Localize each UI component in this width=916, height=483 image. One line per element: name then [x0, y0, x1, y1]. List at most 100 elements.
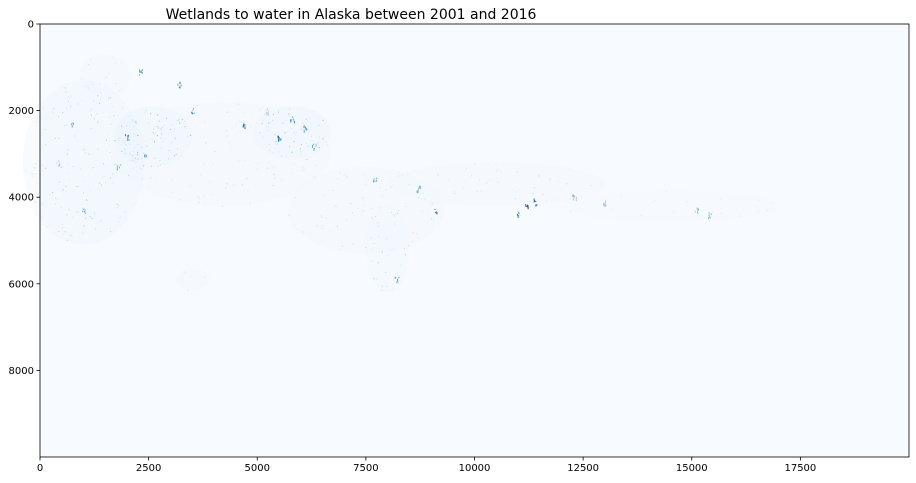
heatmap-cell: [33, 200, 35, 202]
heatmap-cell: [33, 194, 35, 196]
heatmap-cell: [697, 212, 699, 214]
heatmap-cell: [267, 167, 269, 169]
heatmap-cell: [527, 205, 529, 209]
heatmap-cell: [295, 197, 297, 199]
heatmap-cell: [295, 134, 297, 136]
heatmap-cell: [337, 178, 339, 180]
heatmap-cell: [25, 170, 27, 172]
heatmap-cell: [398, 277, 400, 279]
heatmap-cell: [575, 196, 577, 200]
heatmap-cell: [120, 164, 122, 166]
heatmap-cell: [249, 202, 251, 204]
heatmap-cell: [141, 158, 143, 160]
heatmap-cell: [174, 155, 176, 157]
heatmap-cell: [107, 134, 109, 136]
heatmap-cell: [116, 207, 118, 209]
heatmap-cell: [433, 218, 435, 220]
heatmap-cell: [372, 218, 374, 220]
heatmap-cell: [305, 118, 307, 120]
heatmap-cell: [226, 183, 228, 185]
heatmap-cell: [110, 123, 112, 125]
heatmap-cell: [273, 173, 275, 175]
heatmap-cell: [435, 211, 437, 214]
heatmap-cell: [143, 152, 145, 154]
heatmap-cell: [412, 240, 413, 242]
heatmap-cell: [129, 143, 131, 145]
heatmap-cell: [603, 202, 605, 206]
heatmap-cell: [395, 277, 397, 279]
heatmap-cell: [278, 111, 280, 113]
heatmap-cell: [246, 178, 248, 179]
heatmap-cell: [282, 170, 284, 172]
heatmap-cell: [416, 190, 418, 193]
heatmap-hotspot: [139, 69, 143, 76]
heatmap-cell: [64, 231, 66, 233]
heatmap-cell: [382, 252, 383, 253]
heatmap-cell: [518, 212, 520, 215]
heatmap-cell: [108, 97, 110, 99]
heatmap-cell: [387, 254, 389, 256]
heatmap-cell: [70, 95, 72, 97]
heatmap-cell: [267, 129, 269, 131]
heatmap-cell: [241, 184, 243, 186]
heatmap-cell: [386, 285, 388, 287]
heatmap-cell: [259, 132, 261, 134]
heatmap-cell: [109, 152, 111, 154]
heatmap-cell: [111, 183, 113, 185]
heatmap-cell: [203, 276, 205, 278]
heatmap-cell: [86, 198, 88, 200]
heatmap-cell: [74, 135, 76, 137]
heatmap-cell: [290, 119, 292, 121]
heatmap-cell: [121, 151, 123, 152]
heatmap-cell: [291, 172, 293, 174]
heatmap-cell: [152, 128, 154, 130]
heatmap-cell: [106, 150, 107, 152]
heatmap-cell: [150, 177, 152, 179]
heatmap-cell: [709, 216, 711, 219]
heatmap-cell: [68, 178, 70, 180]
heatmap-cell: [205, 142, 207, 144]
heatmap-cell: [305, 128, 307, 130]
heatmap-cell: [373, 278, 375, 280]
heatmap-cell: [337, 226, 338, 228]
heatmap-cell: [135, 122, 137, 124]
heatmap-hotspot: [572, 194, 577, 202]
heatmap-cell: [532, 193, 534, 194]
heatmap-cell: [332, 189, 334, 191]
heatmap-cell: [275, 141, 277, 143]
heatmap-cell: [84, 212, 86, 214]
heatmap-cell: [273, 166, 275, 168]
heatmap-cell: [179, 122, 181, 124]
heatmap-cell: [71, 236, 73, 238]
heatmap-cell: [62, 233, 64, 235]
heatmap-cell: [394, 276, 396, 279]
heatmap-cell: [156, 114, 158, 116]
heatmap-cell: [177, 83, 179, 86]
heatmap-cell: [184, 126, 186, 128]
heatmap-cell: [262, 107, 263, 109]
heatmap-cell: [94, 160, 96, 162]
heatmap-cell: [154, 179, 156, 181]
heatmap-cell: [44, 129, 46, 131]
heatmap-cell: [32, 175, 34, 177]
heatmap-cell: [292, 116, 294, 118]
heatmap-cell: [225, 130, 227, 132]
y-tick-label: 2000: [9, 106, 34, 117]
heatmap-cell: [314, 143, 316, 145]
x-tick-label: 10000: [459, 463, 491, 474]
heatmap-cell: [385, 238, 387, 240]
heatmap-cell: [766, 209, 768, 211]
heatmap-cell: [371, 217, 373, 219]
heatmap-cell: [55, 94, 57, 96]
heatmap-cell: [393, 249, 395, 251]
heatmap-cell: [90, 127, 92, 129]
heatmap-cell: [557, 180, 559, 182]
heatmap-cell: [106, 139, 107, 141]
heatmap-cell: [123, 142, 125, 144]
heatmap-cell: [44, 117, 46, 119]
heatmap-cell: [134, 162, 136, 164]
heatmap-cell: [242, 125, 244, 128]
heatmap-cell: [431, 202, 433, 204]
heatmap-cell: [375, 278, 377, 280]
heatmap-cell: [110, 230, 112, 232]
